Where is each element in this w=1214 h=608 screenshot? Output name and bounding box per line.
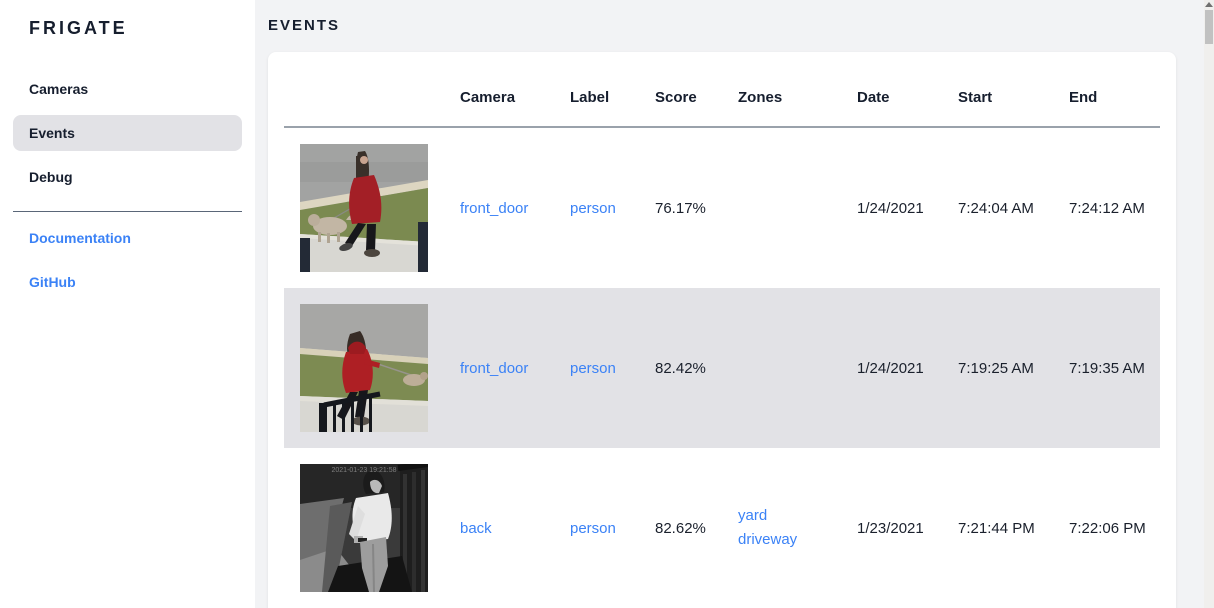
score-value: 82.62%: [655, 519, 706, 537]
sidebar-item-debug[interactable]: Debug: [13, 159, 242, 195]
end-value: 7:24:12 AM: [1069, 199, 1145, 217]
event-thumbnail[interactable]: [284, 304, 444, 432]
thumbnail-person-red-hoodie-dog: [300, 304, 428, 432]
end-value: 7:19:35 AM: [1069, 359, 1145, 377]
thumbnail-night-person-white-shirt: 2021-01-23 19:21:58: [300, 464, 428, 592]
sidebar-link-label: GitHub: [29, 274, 76, 290]
zones-cell: yard driveway: [722, 504, 841, 552]
sidebar-link-label: Documentation: [29, 230, 131, 246]
scrollbar-thumb[interactable]: [1205, 10, 1213, 44]
table-row[interactable]: front_door person 82.42% 1/24/2021 7:19:…: [284, 288, 1160, 448]
col-label: Label: [570, 88, 610, 106]
date-value: 1/23/2021: [857, 519, 924, 537]
camera-link[interactable]: back: [460, 519, 492, 537]
sidebar-item-events[interactable]: Events: [13, 115, 242, 151]
end-value: 7:22:06 PM: [1069, 519, 1146, 537]
table-row[interactable]: front_door person 76.17% 1/24/2021 7:24:…: [284, 128, 1160, 288]
sidebar: FRIGATE Cameras Events Debug Documentati…: [0, 0, 255, 608]
score-value: 76.17%: [655, 199, 706, 217]
col-start: Start: [958, 88, 993, 106]
sidebar-nav: Cameras Events Debug: [13, 71, 242, 195]
sidebar-item-label: Events: [29, 125, 75, 141]
score-value: 82.42%: [655, 359, 706, 377]
scroll-up-arrow-icon[interactable]: [1205, 2, 1213, 7]
table-row[interactable]: 2021-01-23 19:21:58 back person 82.62% y…: [284, 448, 1160, 608]
app-logo: FRIGATE: [29, 18, 128, 38]
vertical-scrollbar[interactable]: [1204, 0, 1214, 608]
start-value: 7:21:44 PM: [958, 519, 1035, 537]
date-value: 1/24/2021: [857, 199, 924, 217]
col-score: Score: [655, 88, 697, 106]
col-camera: Camera: [460, 88, 516, 106]
col-zones: Zones: [738, 88, 783, 106]
label-link[interactable]: person: [570, 199, 616, 217]
sidebar-item-cameras[interactable]: Cameras: [13, 71, 242, 107]
page-title: EVENTS: [268, 17, 341, 34]
thumbnail-person-red-coat-dog: [300, 144, 428, 272]
sidebar-item-label: Debug: [29, 169, 73, 185]
camera-link[interactable]: front_door: [460, 199, 529, 217]
event-thumbnail[interactable]: [284, 144, 444, 272]
event-thumbnail[interactable]: 2021-01-23 19:21:58: [284, 464, 444, 592]
table-header: Camera Label Score Zones Date Start End: [284, 52, 1160, 128]
sidebar-link-documentation[interactable]: Documentation: [13, 220, 242, 256]
thumbnail-timestamp-overlay: 2021-01-23 19:21:58: [332, 467, 397, 474]
date-value: 1/24/2021: [857, 359, 924, 377]
col-end: End: [1069, 88, 1098, 106]
zone-link-yard[interactable]: yard: [738, 507, 768, 524]
sidebar-link-github[interactable]: GitHub: [13, 264, 242, 300]
events-card: Camera Label Score Zones Date Start End: [268, 52, 1176, 608]
label-link[interactable]: person: [570, 519, 616, 537]
sidebar-links: Documentation GitHub: [13, 220, 242, 300]
start-value: 7:24:04 AM: [958, 199, 1034, 217]
label-link[interactable]: person: [570, 359, 616, 377]
sidebar-divider: [13, 211, 242, 212]
zone-link-driveway[interactable]: driveway: [738, 531, 798, 548]
main-content: EVENTS Camera Label Score Zones Date Sta…: [255, 0, 1214, 608]
sidebar-item-label: Cameras: [29, 81, 89, 97]
start-value: 7:19:25 AM: [958, 359, 1034, 377]
camera-link[interactable]: front_door: [460, 359, 529, 377]
col-date: Date: [857, 88, 890, 106]
